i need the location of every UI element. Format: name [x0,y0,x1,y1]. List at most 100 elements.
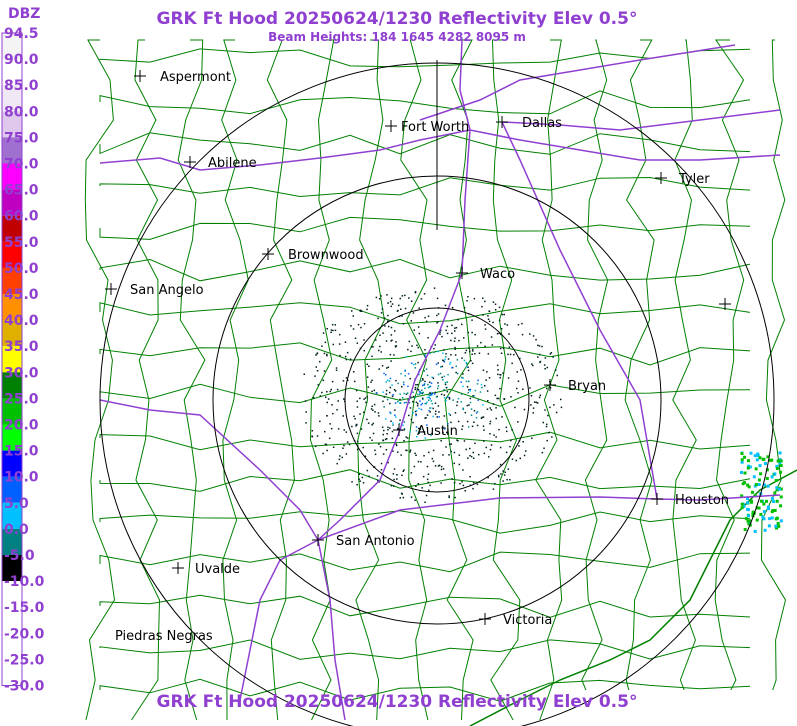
echo [387,302,389,304]
echo [378,443,380,445]
echo [418,407,420,410]
echo [385,389,388,392]
legend-label: 0.0 [4,522,29,538]
echo [493,434,495,436]
echo [532,407,535,409]
echo [392,394,394,396]
echo [754,483,758,487]
echo [549,383,552,385]
echo [382,391,384,393]
echo [474,442,476,445]
echo [359,480,361,482]
echo [414,452,416,455]
echo [437,313,440,315]
echo [415,429,418,432]
county-line [99,216,751,240]
highway [99,399,781,541]
echo [410,320,412,322]
echo [356,448,359,451]
echo [763,528,767,532]
echo [486,390,489,392]
echo [494,303,497,305]
echo [423,383,426,385]
echo [404,294,406,297]
echo [371,424,373,426]
echo [457,397,460,400]
echo [379,445,382,448]
echo [517,392,519,394]
echo [478,352,481,354]
echo [360,310,362,312]
echo [759,512,763,516]
echo [349,358,352,360]
echo [502,372,504,374]
echo [326,328,328,330]
echo [332,412,334,415]
echo [330,331,332,334]
echo [369,436,371,439]
echo [433,287,436,289]
echo [779,519,783,523]
echo [437,387,439,390]
echo [442,468,445,470]
echo [458,454,461,456]
range-ring [344,307,530,493]
city-name: Abilene [208,156,257,171]
echo [394,390,397,392]
echo [772,500,776,504]
echo [774,526,778,530]
echo [331,323,334,326]
echo [532,364,534,367]
highway [501,121,658,500]
echo [443,397,446,399]
echo [442,432,444,434]
echo [383,429,385,432]
echo [353,415,355,418]
county-line [535,39,563,721]
echo [454,496,456,499]
echo [376,475,379,477]
echo [746,514,750,518]
echo [775,486,779,490]
echo [423,431,426,433]
echo [374,411,376,413]
echo [335,369,338,371]
echo [487,315,489,317]
echo [424,380,426,383]
highway [501,109,781,131]
legend-swatch [2,581,22,608]
echo [750,499,754,503]
echo [406,449,408,452]
echo [440,329,442,332]
echo [431,376,433,379]
echo [523,454,526,457]
legend-label: 50.0 [4,261,39,277]
echo [774,524,778,528]
echo [362,482,365,484]
echo [352,315,354,317]
echo [431,394,433,396]
echo [556,374,558,377]
echo [421,402,424,405]
legend-swatch [2,424,22,451]
echo [426,374,429,377]
echo [426,478,429,481]
echo [338,343,341,345]
legend-swatch [2,555,22,582]
echo [476,424,479,427]
legend-label: 80.0 [4,104,39,120]
echo [487,400,489,402]
echo [407,348,409,351]
echo [770,516,774,520]
echo [422,475,425,478]
echo [414,499,416,501]
echo [429,352,431,355]
county-line [266,39,295,721]
echo [343,444,345,447]
echo [766,484,770,488]
echo [443,361,446,363]
city-marker [479,613,491,625]
echo [461,376,463,379]
echo [448,495,450,497]
